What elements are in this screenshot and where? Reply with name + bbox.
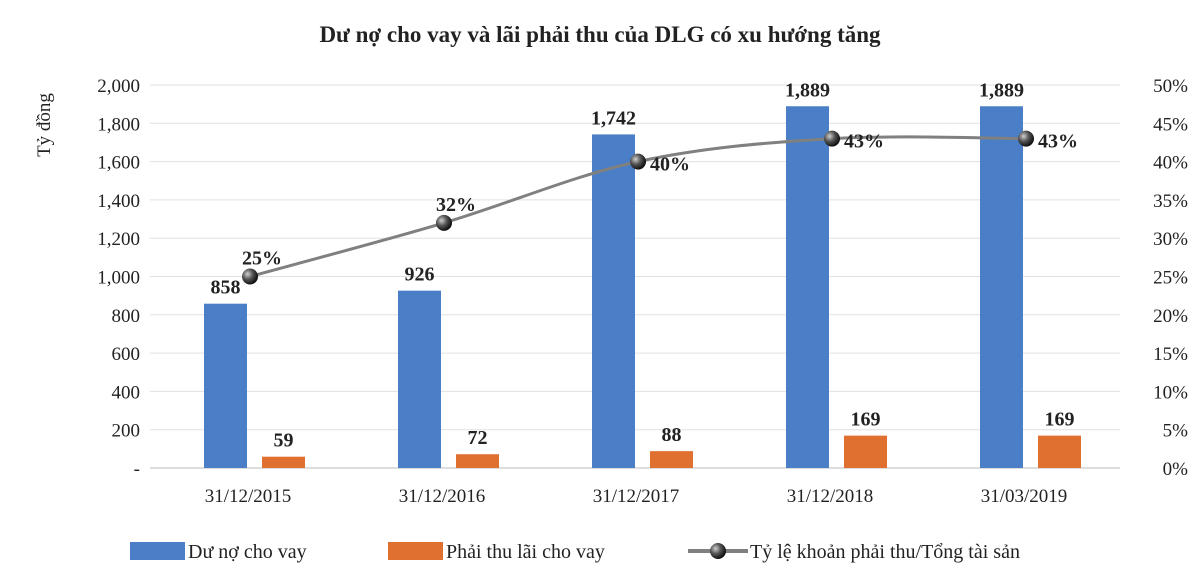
x-tick-label: 31/03/2019 [981, 486, 1068, 507]
x-tick-label: 31/12/2017 [593, 486, 680, 507]
y-tick-label: 2,000 [97, 76, 140, 97]
legend-label: Tỷ lệ khoản phải thu/Tổng tài sản [750, 541, 1020, 563]
data-label: 1,742 [591, 107, 636, 129]
ratio-label: 25% [242, 248, 282, 270]
chart-title: Dư nợ cho vay và lãi phải thu của DLG có… [319, 22, 881, 47]
y2-tick-label: 0% [1163, 459, 1189, 480]
ratio-label: 43% [1038, 131, 1078, 153]
ratio-point [630, 153, 646, 170]
y2-tick-label: 50% [1153, 76, 1188, 97]
bar-loan [786, 106, 829, 468]
y2-tick-label: 20% [1153, 306, 1188, 327]
y-tick-label: 600 [112, 344, 141, 365]
x-tick-label: 31/12/2018 [787, 486, 874, 507]
legend-swatch-interest [388, 542, 443, 560]
y2-tick-label: 40% [1153, 153, 1188, 174]
data-label: 169 [1045, 409, 1075, 431]
y-tick-label: 1,800 [97, 114, 140, 135]
y-axis-title: Tỷ đồng [34, 93, 55, 157]
data-label: 59 [274, 430, 294, 452]
bar-interest [650, 451, 693, 468]
bar-loan [592, 134, 635, 469]
y-tick-label: 1,200 [97, 229, 140, 250]
ratio-label: 32% [436, 194, 476, 216]
legend-label: Dư nợ cho vay [188, 541, 307, 563]
data-label: 1,889 [979, 79, 1024, 101]
y-tick-label: 800 [112, 306, 141, 327]
y-tick-label: - [134, 459, 140, 480]
x-tick-label: 31/12/2015 [205, 486, 292, 507]
ratio-point [824, 130, 840, 147]
data-label: 858 [211, 277, 241, 299]
bar-loan [204, 303, 247, 468]
y2-tick-label: 45% [1153, 114, 1188, 135]
ratio-point [242, 268, 258, 285]
y-tick-label: 1,000 [97, 268, 140, 289]
y2-tick-label: 35% [1153, 191, 1188, 212]
y2-tick-label: 15% [1153, 344, 1188, 365]
ratio-label: 40% [650, 154, 690, 176]
bar-loan [398, 290, 441, 468]
ratio-point [436, 214, 452, 231]
y2-tick-label: 25% [1153, 268, 1188, 289]
bar-interest [262, 456, 305, 468]
y2-tick-label: 5% [1163, 421, 1189, 442]
x-tick-label: 31/12/2016 [399, 486, 486, 507]
y-tick-label: 200 [112, 421, 141, 442]
bar-interest [844, 435, 887, 468]
bar-interest [456, 454, 499, 468]
y-tick-label: 1,600 [97, 153, 140, 174]
ratio-label: 43% [844, 131, 884, 153]
bar-interest [1038, 435, 1081, 468]
data-label: 1,889 [785, 79, 830, 101]
y-tick-label: 1,400 [97, 191, 140, 212]
data-label: 88 [662, 424, 682, 446]
data-label: 72 [468, 427, 488, 449]
legend-label: Phải thu lãi cho vay [446, 541, 605, 563]
data-label: 169 [851, 409, 881, 431]
data-label: 926 [405, 264, 435, 286]
legend-swatch-loan [130, 542, 185, 560]
y2-tick-label: 30% [1153, 229, 1188, 250]
bar-loan [980, 106, 1023, 468]
y-tick-label: 400 [112, 382, 141, 403]
legend-marker-ratio [710, 543, 726, 559]
y2-tick-label: 10% [1153, 382, 1188, 403]
ratio-point [1018, 130, 1034, 147]
